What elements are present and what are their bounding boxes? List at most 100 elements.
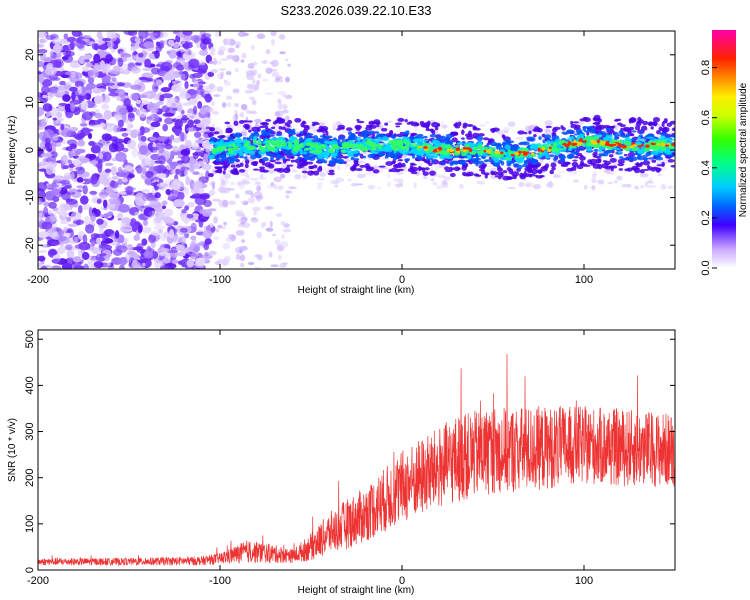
noise-blob (235, 253, 241, 261)
colorbar-tick-label: 0.0 (700, 260, 712, 275)
noise-blob (160, 265, 170, 269)
noise-blob (83, 215, 90, 226)
noise-blob (148, 234, 156, 244)
ridge-blob (411, 153, 416, 159)
ridge-blob (570, 124, 578, 129)
ridge-blob (576, 164, 584, 170)
ridge-blob (511, 144, 519, 150)
ridge-blob (480, 167, 486, 170)
band-noise-blob (423, 174, 427, 179)
ridge-blob (389, 130, 394, 135)
noise-blob (184, 80, 189, 90)
noise-blob (129, 92, 140, 101)
ridge-blob (488, 155, 493, 158)
ridge-blob (431, 160, 435, 164)
noise-blob (70, 171, 75, 181)
ridge-blob (548, 154, 555, 158)
ridge-blob (299, 130, 304, 135)
noise-blob (177, 252, 186, 257)
ridge-blob (567, 137, 572, 140)
noise-blob (142, 193, 149, 202)
noise-blob (154, 215, 162, 224)
noise-blob (125, 185, 134, 196)
spectrogram-x-tick-label: 0 (399, 274, 405, 286)
noise-blob (46, 62, 54, 70)
noise-blob (189, 164, 195, 173)
noise-blob (102, 151, 112, 162)
ridge-blob (339, 127, 345, 130)
band-noise-blob (441, 179, 448, 186)
ridge-blob (635, 162, 640, 168)
ridge-blob (671, 138, 675, 142)
ridge-blob (497, 167, 503, 172)
noise-blob (39, 52, 46, 61)
noise-blob (179, 92, 191, 100)
ridge-blob (367, 153, 376, 158)
band-noise-blob (614, 125, 620, 130)
ridge-blob (355, 141, 362, 145)
noise-blob (107, 262, 112, 266)
noise-blob (134, 37, 141, 43)
band-noise-blob (430, 178, 435, 182)
noise-blob (69, 127, 79, 132)
colorbar-tick-label: 0.6 (700, 110, 712, 125)
noise-blob (188, 58, 200, 69)
noise-blob (43, 115, 49, 124)
ridge-blob (410, 163, 417, 166)
ridge-blob (281, 151, 285, 156)
noise-blob (72, 133, 82, 139)
ridge-blob (350, 156, 355, 161)
ridge-blob (621, 157, 629, 161)
ridge-peak (605, 141, 610, 145)
ridge-blob (273, 168, 282, 172)
band-noise-blob (644, 182, 649, 188)
noise-blob (199, 107, 207, 115)
noise-blob (251, 99, 257, 106)
noise-blob (138, 31, 149, 39)
ridge-blob (268, 163, 275, 169)
ridge-blob (473, 146, 479, 151)
noise-blob (253, 211, 257, 216)
ridge-blob (445, 144, 453, 150)
ridge-blob (231, 142, 236, 147)
ridge-blob (606, 149, 613, 152)
noise-blob (195, 87, 205, 95)
ridge-blob (659, 131, 668, 137)
noise-blob (243, 32, 250, 37)
noise-blob (63, 50, 75, 57)
noise-blob (121, 177, 128, 183)
ridge-peak (656, 143, 660, 146)
noise-blob (143, 219, 148, 227)
noise-blob (224, 187, 230, 194)
noise-blob (279, 51, 286, 55)
band-noise-blob (418, 162, 423, 166)
band-noise-blob (219, 182, 228, 189)
noise-blob (235, 44, 240, 49)
ridge-blob (251, 126, 260, 133)
ridge-blob (253, 164, 258, 167)
noise-blob (96, 88, 107, 93)
noise-blob (91, 43, 99, 50)
noise-blob (68, 163, 75, 168)
noise-blob (38, 71, 43, 75)
ridge-blob (566, 130, 571, 134)
ridge-blob (539, 175, 545, 178)
noise-blob (78, 96, 84, 102)
ridge-blob (566, 154, 574, 160)
band-noise-blob (440, 121, 444, 125)
noise-blob (172, 199, 185, 208)
ridge-blob (325, 135, 333, 139)
ridge-blob (406, 122, 412, 125)
ridge-peak (612, 143, 617, 146)
noise-blob (131, 223, 139, 231)
noise-blob (261, 60, 268, 64)
noise-blob (270, 264, 280, 268)
noise-blob (51, 188, 60, 196)
noise-blob (93, 53, 101, 64)
ridge-blob (633, 147, 639, 151)
noise-blob (225, 71, 232, 76)
ridge-blob (392, 155, 398, 160)
ridge-blob (494, 175, 499, 178)
noise-blob (97, 44, 109, 50)
ridge-blob (647, 157, 656, 160)
